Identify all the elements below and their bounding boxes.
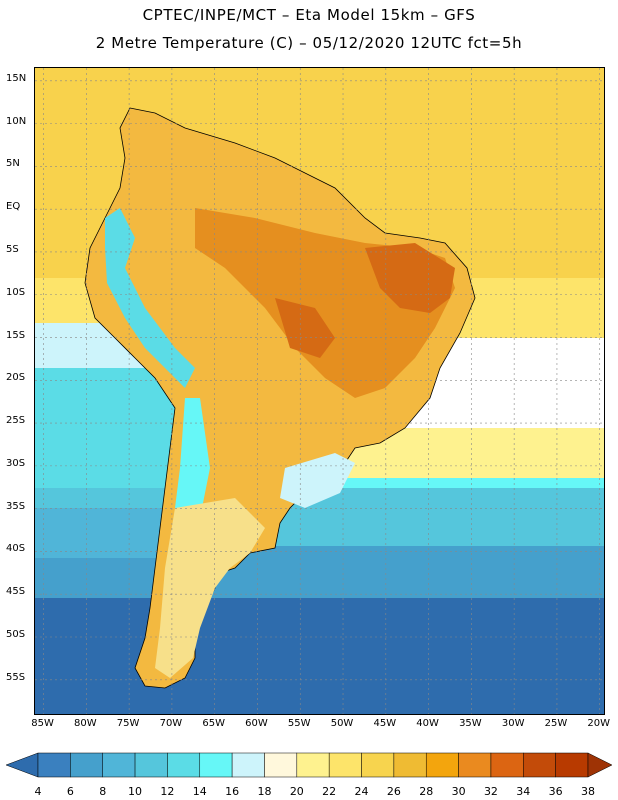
lon-label: 50W bbox=[330, 718, 354, 729]
lon-label: 25W bbox=[544, 718, 568, 729]
colorbar-segment bbox=[296, 752, 330, 778]
colorbar-segment bbox=[37, 752, 71, 778]
lat-label: 10S bbox=[6, 286, 26, 298]
colorbar-tick-label: 28 bbox=[419, 785, 434, 798]
lat-label: EQ bbox=[6, 201, 21, 213]
colorbar-tick-label: 24 bbox=[354, 785, 369, 798]
colorbar-segment bbox=[231, 752, 265, 778]
map-title: CPTEC/INPE/MCT – Eta Model 15km – GFS bbox=[142, 6, 476, 24]
lat-label: 45S bbox=[6, 586, 26, 598]
colorbar-tick-label: 32 bbox=[483, 785, 498, 798]
colorbar-tick-label: 6 bbox=[66, 785, 74, 798]
colorbar-segment bbox=[70, 752, 103, 778]
very-hot-core bbox=[365, 243, 455, 313]
colorbar-tick-label: 30 bbox=[451, 785, 466, 798]
colorbar-tick-label: 16 bbox=[225, 785, 240, 798]
andes-south-cool bbox=[175, 398, 210, 538]
temperature-colorbar bbox=[5, 752, 613, 778]
lon-label: 35W bbox=[459, 718, 482, 729]
very-hot-core-2 bbox=[275, 298, 335, 358]
colorbar-tick-label: 18 bbox=[257, 785, 272, 798]
lat-label: 25S bbox=[6, 415, 26, 427]
colorbar-tick-label: 4 bbox=[34, 785, 42, 798]
lat-label: 30S bbox=[6, 457, 26, 469]
lat-label: 55S bbox=[6, 671, 26, 683]
andes-cool bbox=[105, 208, 195, 388]
lon-label: 45W bbox=[373, 718, 397, 729]
map-subtitle: 2 Metre Temperature (C) – 05/12/2020 12U… bbox=[95, 34, 523, 52]
lat-label: 10N bbox=[6, 115, 27, 127]
colorbar-tick-label: 34 bbox=[516, 785, 531, 798]
lat-label: 20S bbox=[6, 372, 26, 384]
lon-label: 85W bbox=[31, 718, 54, 729]
colorbar-tick-label: 38 bbox=[581, 785, 595, 798]
lon-label: 75W bbox=[116, 718, 140, 729]
colorbar-tick-label: 22 bbox=[322, 785, 337, 798]
colorbar-segment bbox=[393, 752, 427, 778]
lon-label: 40W bbox=[416, 718, 439, 729]
lon-label: 55W bbox=[287, 718, 311, 729]
colorbar-segment bbox=[328, 752, 362, 778]
colorbar-segment bbox=[264, 752, 298, 778]
lat-label: 35S bbox=[6, 500, 26, 512]
colorbar-segment bbox=[523, 752, 556, 778]
lat-label: 15N bbox=[6, 72, 27, 84]
colorbar-tick-label: 10 bbox=[128, 785, 143, 798]
lon-label: 60W bbox=[245, 718, 268, 729]
colorbar-segment bbox=[555, 752, 589, 778]
ocean-band-6 bbox=[35, 598, 604, 714]
colorbar-tick-label: 14 bbox=[192, 785, 207, 798]
colorbar-segment bbox=[361, 752, 395, 778]
colorbar-tick-label: 26 bbox=[386, 785, 401, 798]
patagonia-mild bbox=[155, 498, 265, 678]
colorbar-segment bbox=[490, 752, 524, 778]
colorbar-tick-label: 20 bbox=[289, 785, 304, 798]
temperature-map bbox=[35, 68, 604, 714]
lon-label: 80W bbox=[74, 718, 97, 729]
colorbar-segment bbox=[199, 752, 233, 778]
lat-label: 15S bbox=[6, 329, 26, 341]
lon-label: 20W bbox=[587, 718, 611, 729]
colorbar-segment bbox=[458, 752, 492, 778]
lon-label: 30W bbox=[501, 718, 525, 729]
colorbar-tick-label: 12 bbox=[160, 785, 175, 798]
lat-label: 50S bbox=[6, 628, 26, 640]
lon-label: 70W bbox=[159, 718, 183, 729]
map-panel[interactable] bbox=[34, 67, 605, 715]
uruguay-cool bbox=[280, 453, 355, 508]
colorbar-tick-label: 8 bbox=[99, 785, 107, 798]
lat-label: 5N bbox=[6, 158, 20, 170]
lat-label: 5S bbox=[6, 243, 19, 255]
colorbar-low-arrow bbox=[5, 752, 39, 778]
lon-label: 65W bbox=[202, 718, 225, 729]
colorbar-segment bbox=[134, 752, 168, 778]
colorbar-segment bbox=[425, 752, 459, 778]
lat-label: 40S bbox=[6, 543, 26, 555]
colorbar-high-arrow bbox=[587, 752, 613, 778]
colorbar-segment bbox=[102, 752, 136, 778]
colorbar-tick-label: 36 bbox=[548, 785, 563, 798]
colorbar-segment bbox=[167, 752, 201, 778]
